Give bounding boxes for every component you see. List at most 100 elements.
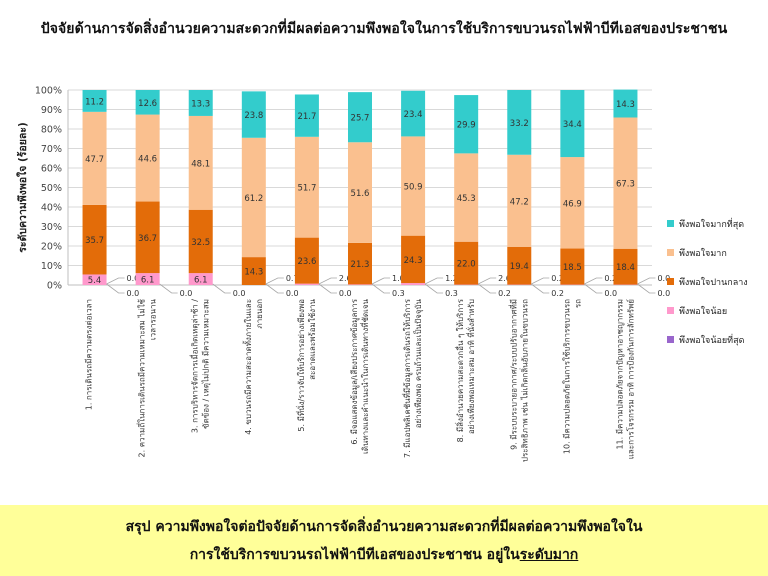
bar-segment	[82, 204, 107, 275]
legend-label: พึงพอใจน้อย	[679, 306, 727, 317]
bar-segment	[188, 115, 213, 210]
leader-line	[371, 283, 390, 294]
bar-segment	[82, 90, 107, 112]
y-tick-label: 50%	[41, 183, 62, 194]
small-value-label: 2.6	[498, 274, 511, 283]
bar-segment	[294, 283, 319, 285]
bar-segment	[401, 283, 426, 285]
small-value-label: 0.2	[551, 289, 564, 298]
x-category-label: 7. มีแอปพลิเคชันที่มีข้อมูลการเดินรถให้บ…	[401, 298, 413, 458]
data-label: 6.1	[194, 276, 208, 286]
summary-line-1: สรุป ความพึงพอใจต่อปัจจัยด้านการจัดสิ่งอ…	[125, 518, 643, 535]
leader-line	[106, 277, 125, 285]
bar-segment	[241, 137, 266, 258]
data-label: 23.4	[404, 110, 423, 120]
leader-line	[424, 277, 444, 285]
bar-segment	[135, 273, 160, 285]
bar-segment	[348, 284, 372, 285]
bar-segment	[507, 90, 532, 155]
data-label: 44.6	[138, 155, 157, 165]
bar-segment	[507, 246, 532, 285]
bar-segment	[401, 90, 426, 137]
leader-line	[106, 283, 125, 294]
bar-segment	[401, 235, 426, 284]
bar-segment	[135, 114, 160, 202]
leader-line	[637, 283, 656, 294]
bar-segment	[241, 91, 266, 138]
data-label: 14.3	[616, 100, 635, 110]
small-value-label: 0.2	[604, 274, 617, 283]
leader-line	[318, 277, 337, 285]
y-tick-label: 70%	[41, 144, 62, 155]
data-label: 24.3	[404, 256, 423, 266]
data-label: 5.4	[88, 276, 102, 286]
small-value-label: 0.3	[445, 289, 458, 298]
x-category-label: ขัดข้อง / เหตุไม่ปกติ มีความเหมาะสม	[202, 299, 211, 429]
bar-segment	[613, 89, 638, 118]
data-label: 21.7	[297, 112, 316, 122]
x-category-label: อย่างเพียงพอ ครบถ้วนและเป็นปัจจุบัน	[413, 298, 423, 428]
bar-segment	[294, 94, 319, 137]
y-axis-label: ระดับความพึงพอใจ (ร้อยละ)	[15, 122, 29, 252]
y-tick-label: 90%	[41, 105, 62, 116]
data-label: 21.3	[351, 260, 370, 270]
leader-line	[531, 277, 550, 285]
data-label: 46.9	[563, 199, 582, 209]
small-value-label: 0.0	[657, 289, 670, 298]
bar-segment	[135, 90, 160, 115]
legend-swatch	[667, 307, 674, 314]
summary-box: สรุป ความพึงพอใจต่อปัจจัยด้านการจัดสิ่งอ…	[0, 505, 768, 576]
data-label: 6.1	[141, 276, 155, 286]
leader-line	[212, 283, 231, 294]
data-label: 29.9	[457, 121, 476, 131]
leader-line	[478, 277, 497, 285]
data-label: 13.3	[191, 99, 210, 109]
y-tick-label: 60%	[41, 164, 62, 175]
small-value-label: 0.2	[498, 289, 511, 298]
leader-line	[477, 283, 497, 294]
legend-label: พึงพอใจมากที่สุด	[679, 217, 744, 230]
bar-segment	[454, 153, 479, 242]
x-category-label: รถ	[573, 299, 582, 308]
bar-segment	[560, 90, 585, 158]
x-category-label: 6. มีจอแสดงข้อมูล/เสียงประกาศข้อมูลการ	[350, 298, 360, 444]
data-label: 11.2	[85, 97, 104, 107]
x-category-label: อย่างเพียงพอเหมาะสม อาทิ ที่นั่งสำหรับ	[465, 299, 476, 434]
legend-label: พึงพอใจน้อยที่สุด	[679, 333, 745, 346]
bar-segment	[560, 248, 585, 285]
small-value-label: 0.7	[286, 274, 299, 283]
leader-line	[265, 283, 284, 294]
small-value-label: 0.0	[127, 274, 140, 283]
data-label: 51.6	[351, 189, 370, 199]
x-category-label: เดินทางและคำแนะนำในการเดินทางที่ชัดเจน	[359, 298, 370, 454]
data-label: 36.7	[138, 234, 157, 244]
bar-segment	[454, 95, 479, 154]
data-label: 23.6	[297, 257, 316, 267]
small-value-label: 1.2	[445, 274, 458, 283]
x-category-label: ประสิทธิภาพ เช่น ไม่เกิดกลิ่นอับภายในขบว…	[518, 299, 529, 462]
bar-segment	[82, 111, 107, 205]
data-label: 67.3	[616, 180, 635, 190]
small-value-label: 0.0	[339, 289, 352, 298]
data-label: 18.5	[563, 263, 582, 273]
bar-segment	[188, 273, 213, 285]
legend-swatch	[667, 278, 674, 285]
small-value-label: 0.0	[233, 289, 246, 298]
small-value-label: 2.6	[339, 274, 352, 283]
legend-label: พึงพอใจมาก	[679, 248, 727, 259]
small-value-label: 1.0	[392, 274, 405, 283]
data-label: 48.1	[191, 159, 210, 169]
leader-line	[637, 277, 656, 285]
y-tick-label: 30%	[41, 222, 62, 233]
legend-swatch	[667, 249, 674, 256]
x-category-label: สะอาดและพร้อมใช้งาน	[308, 298, 317, 379]
x-category-label: ภายนอก	[255, 299, 264, 329]
y-tick-label: 40%	[41, 203, 62, 214]
bar-segment	[613, 248, 638, 285]
data-label: 22.0	[457, 260, 476, 270]
leader-line	[584, 283, 603, 294]
x-category-label: เวลารอนาน	[149, 298, 158, 340]
small-value-label: 0.2	[551, 274, 564, 283]
data-label: 14.3	[244, 268, 263, 278]
x-category-label: 3. การบริหารจัดการเมื่อเกิดเหตุล่าช้า /	[189, 299, 200, 433]
